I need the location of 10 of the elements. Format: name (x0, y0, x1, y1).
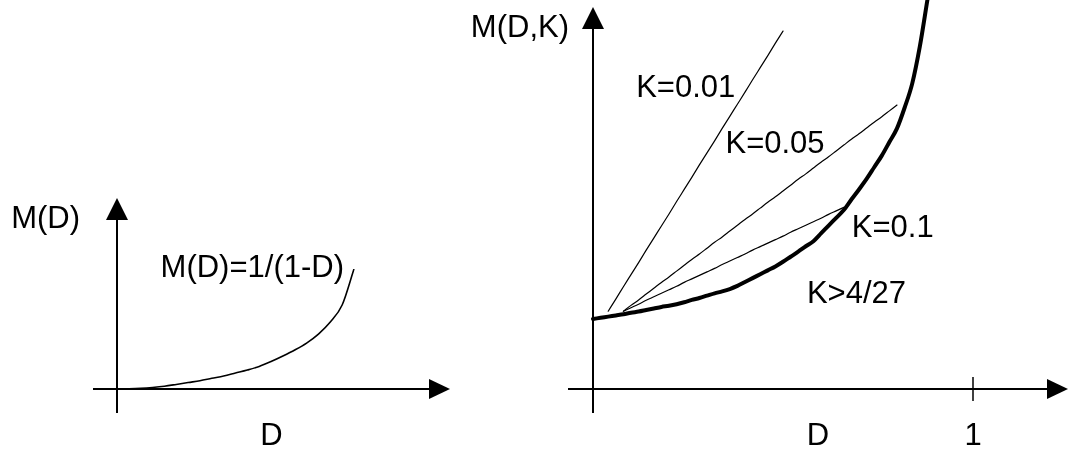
annotation: K>4/27 (806, 275, 907, 311)
series-label: M(D)=1/(1-D) (160, 249, 345, 284)
x-axis-title: D (260, 417, 283, 449)
y-axis-title: M(D) (11, 200, 80, 235)
series-label: K=0.1 (851, 209, 934, 245)
text: 1 (964, 417, 982, 449)
x-axis-title: D (806, 417, 830, 449)
series-label: K=0.01 (636, 69, 736, 105)
y-axis-title: M(D,K) (470, 9, 569, 44)
series-label: K=0.05 (725, 124, 825, 160)
